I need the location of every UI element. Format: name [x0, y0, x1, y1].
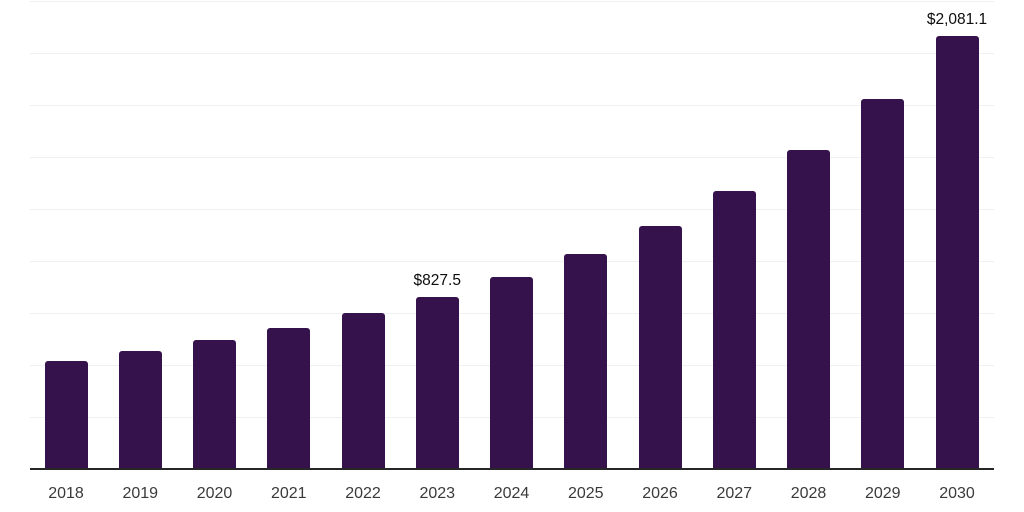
x-tick-label-2022: 2022: [345, 485, 381, 502]
bar-2020: [193, 339, 236, 469]
x-tick-label-2021: 2021: [270, 485, 307, 502]
x-tick-label-2029: 2029: [864, 485, 901, 502]
x-tick-label-2023: 2023: [419, 485, 456, 502]
gridline-1250: [30, 209, 994, 211]
bar-2028: [787, 150, 830, 469]
x-axis-line: [30, 468, 994, 470]
x-tick-label-2026: 2026: [642, 485, 678, 502]
bar-2024: [490, 277, 533, 469]
x-tick-label-2018: 2018: [48, 485, 84, 502]
x-tick-label-2019: 2019: [122, 485, 159, 502]
gridline-1000: [30, 261, 994, 263]
bar-2030: [935, 35, 979, 469]
bar-2029: [861, 98, 905, 469]
gridline-2000: [30, 53, 994, 55]
plot-area: $827.5 $2,081.1: [30, 0, 994, 470]
bar-2027: [712, 191, 756, 469]
bar-2018: [44, 360, 88, 469]
bar-2025: [564, 253, 608, 469]
gridline-1750: [30, 105, 994, 107]
bar-2021: [267, 328, 311, 469]
data-label-2030: $2,081.1: [926, 10, 988, 28]
gridline-2250: [30, 1, 994, 2]
x-tick-label-2027: 2027: [716, 485, 753, 502]
x-tick-label-2028: 2028: [790, 485, 827, 502]
bar-2022: [341, 312, 385, 469]
data-label-2023: $827.5: [413, 271, 461, 289]
bar-2023: [415, 296, 459, 469]
gridline-1500: [30, 157, 994, 159]
x-tick-label-2024: 2024: [493, 485, 530, 502]
bar-2019: [118, 350, 162, 469]
x-tick-label-2025: 2025: [567, 485, 604, 502]
x-tick-label-2030: 2030: [939, 485, 975, 502]
x-tick-label-2020: 2020: [196, 485, 233, 502]
bar-2026: [638, 226, 682, 469]
